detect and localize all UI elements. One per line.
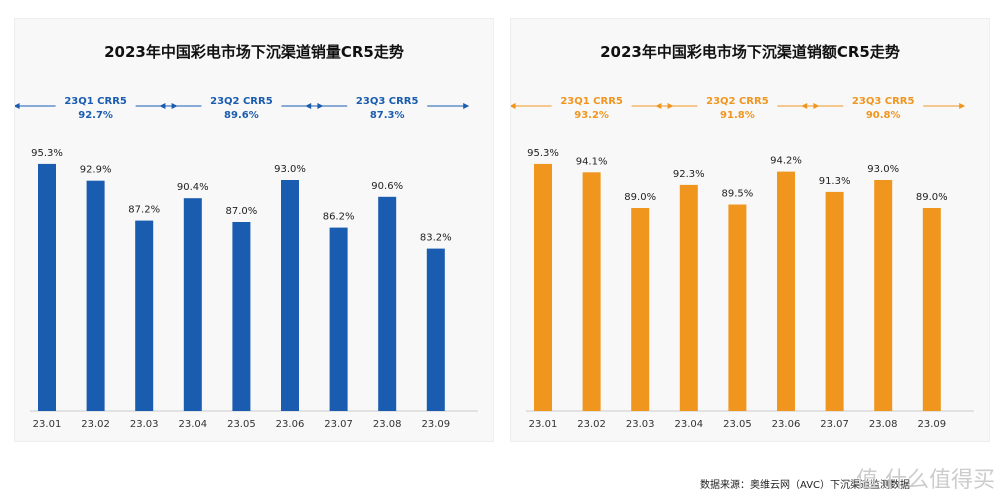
watermark: 值 什么值得买 bbox=[856, 468, 995, 493]
bar bbox=[631, 208, 650, 411]
x-tick-label: 23.03 bbox=[626, 419, 655, 430]
x-tick-label: 23.09 bbox=[421, 419, 450, 430]
annotation-label: 23Q1 CRR5 bbox=[64, 96, 127, 107]
x-tick-label: 23.02 bbox=[577, 419, 606, 430]
x-tick-label: 23.01 bbox=[33, 419, 62, 430]
quarter-annotation: 23Q1 CRR5 92.7% bbox=[15, 96, 178, 121]
data-label: 95.3% bbox=[31, 148, 63, 159]
annotation-label: 23Q3 CRR5 bbox=[356, 96, 419, 107]
data-label: 94.1% bbox=[576, 156, 608, 167]
data-label: 95.3% bbox=[527, 148, 559, 159]
data-label: 87.2% bbox=[128, 205, 160, 216]
chart-title: 2023年中国彩电市场下沉渠道销量CR5走势 bbox=[104, 43, 404, 61]
arrowhead-icon bbox=[305, 103, 312, 109]
bar bbox=[281, 180, 299, 411]
bar bbox=[874, 180, 893, 411]
data-label: 89.5% bbox=[722, 189, 754, 200]
data-label: 93.0% bbox=[867, 164, 899, 175]
data-label: 91.3% bbox=[819, 176, 851, 187]
x-tick-label: 23.02 bbox=[81, 419, 110, 430]
bar-chart: 95.3% 23.01 94.1% 23.02 89.0% 23.03 92.3% 23.04… bbox=[511, 96, 974, 430]
x-tick-label: 23.04 bbox=[674, 419, 703, 430]
bar bbox=[38, 163, 56, 411]
bar bbox=[582, 172, 601, 411]
x-tick-label: 23.06 bbox=[772, 419, 801, 430]
bar bbox=[329, 227, 348, 411]
bar bbox=[922, 208, 941, 411]
arrowhead-icon bbox=[655, 103, 662, 109]
chart-panel-value: 2023年中国彩电市场下沉渠道销额CR5走势 95.3% 23.01 94.1% 23… bbox=[510, 18, 990, 442]
x-tick-label: 23.03 bbox=[130, 419, 159, 430]
x-tick-label: 23.07 bbox=[820, 419, 849, 430]
annotation-value: 87.3% bbox=[370, 110, 405, 121]
x-tick-label: 23.07 bbox=[324, 419, 353, 430]
quarter-annotation: 23Q1 CRR5 93.2% bbox=[511, 96, 674, 121]
x-tick-label: 23.09 bbox=[917, 419, 946, 430]
annotation-label: 23Q1 CRR5 bbox=[560, 96, 623, 107]
x-tick-label: 23.06 bbox=[276, 419, 305, 430]
annotation-value: 90.8% bbox=[866, 110, 901, 121]
bar bbox=[777, 171, 795, 411]
arrowhead-icon bbox=[15, 103, 20, 109]
data-label: 92.3% bbox=[673, 169, 705, 180]
annotation-value: 89.6% bbox=[224, 110, 259, 121]
bar bbox=[728, 204, 747, 411]
data-label: 83.2% bbox=[420, 233, 452, 244]
bar bbox=[232, 222, 251, 411]
data-label: 92.9% bbox=[80, 165, 112, 176]
quarter-annotation: 23Q3 CRR5 87.3% bbox=[305, 96, 470, 121]
bar-chart: 95.3% 23.01 92.9% 23.02 87.2% 23.03 90.4% 23.04… bbox=[15, 96, 478, 430]
annotation-value: 91.8% bbox=[720, 110, 755, 121]
data-label: 94.2% bbox=[770, 156, 802, 167]
x-tick-label: 23.08 bbox=[869, 419, 898, 430]
quarter-annotation: 23Q2 CRR5 91.8% bbox=[655, 96, 820, 121]
annotation-label: 23Q2 CRR5 bbox=[706, 96, 769, 107]
bar bbox=[679, 184, 698, 411]
annotation-label: 23Q2 CRR5 bbox=[210, 96, 273, 107]
data-label: 89.0% bbox=[624, 192, 656, 203]
data-label: 90.6% bbox=[371, 181, 403, 192]
arrowhead-icon bbox=[463, 103, 470, 109]
bar bbox=[86, 180, 105, 411]
data-label: 87.0% bbox=[226, 206, 258, 217]
bar bbox=[426, 248, 445, 411]
chart-panel-volume: 2023年中国彩电市场下沉渠道销量CR5走势 95.3% 23.01 92.9% 23… bbox=[14, 18, 494, 442]
quarter-annotation: 23Q2 CRR5 89.6% bbox=[159, 96, 324, 121]
arrowhead-icon bbox=[801, 103, 808, 109]
x-tick-label: 23.04 bbox=[178, 419, 207, 430]
bar bbox=[534, 163, 552, 411]
data-label: 86.2% bbox=[323, 212, 355, 223]
x-tick-label: 23.01 bbox=[529, 419, 558, 430]
data-source: 数据来源：奥维云网（AVC）下沉渠道监测数据 bbox=[700, 480, 911, 491]
bar bbox=[825, 191, 844, 411]
bar bbox=[183, 198, 202, 411]
data-label: 93.0% bbox=[274, 164, 306, 175]
annotation-value: 93.2% bbox=[574, 110, 609, 121]
x-tick-label: 23.05 bbox=[723, 419, 752, 430]
bar bbox=[135, 220, 154, 411]
quarter-annotation: 23Q3 CRR5 90.8% bbox=[801, 96, 966, 121]
data-label: 89.0% bbox=[916, 192, 948, 203]
annotation-value: 92.7% bbox=[78, 110, 113, 121]
arrowhead-icon bbox=[511, 103, 516, 109]
arrowhead-icon bbox=[159, 103, 166, 109]
x-tick-label: 23.05 bbox=[227, 419, 256, 430]
bar bbox=[378, 196, 397, 411]
annotation-label: 23Q3 CRR5 bbox=[852, 96, 915, 107]
x-tick-label: 23.08 bbox=[373, 419, 402, 430]
arrowhead-icon bbox=[959, 103, 966, 109]
chart-title: 2023年中国彩电市场下沉渠道销额CR5走势 bbox=[600, 43, 900, 61]
data-label: 90.4% bbox=[177, 182, 209, 193]
